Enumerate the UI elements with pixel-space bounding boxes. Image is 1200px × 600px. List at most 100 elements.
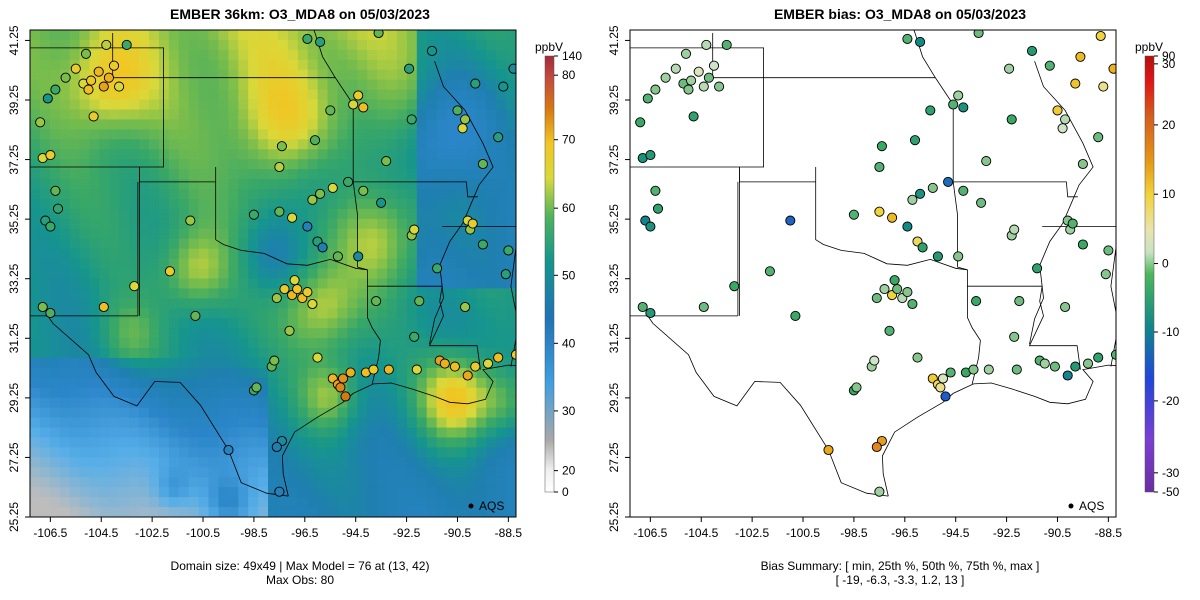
station-marker [693, 66, 704, 77]
grid-cell [79, 497, 91, 508]
grid-cell [456, 377, 468, 389]
grid-cell [297, 228, 309, 240]
grid-cell [297, 417, 309, 429]
grid-cell [59, 198, 71, 210]
grid-cell [426, 427, 438, 439]
grid-cell [119, 189, 130, 200]
grid-cell [79, 487, 91, 498]
grid-cell [367, 218, 378, 230]
station-marker [869, 355, 880, 366]
grid-cell [99, 49, 110, 61]
grid-cell [139, 447, 150, 458]
colorbar-tick-label: 0 [562, 485, 569, 499]
station-marker [1103, 245, 1114, 256]
grid-cell [119, 367, 130, 379]
grid-cell [446, 119, 458, 130]
grid-cell [426, 497, 438, 508]
station-marker [973, 30, 984, 39]
grid-cell [327, 387, 339, 399]
grid-cell [238, 109, 249, 121]
grid-cell [228, 159, 239, 170]
grid-cell [158, 417, 170, 429]
grid-cell [426, 238, 438, 250]
grid-cell [218, 338, 229, 349]
grid-cell [406, 39, 418, 51]
station-marker [981, 156, 992, 167]
grid-cell [248, 308, 259, 319]
grid-cell [89, 228, 101, 240]
grid-cell [49, 298, 61, 309]
grid-cell [248, 357, 259, 369]
grid-cell [406, 189, 418, 200]
grid-cell [109, 318, 120, 329]
grid-cell [119, 437, 130, 449]
grid-cell [297, 198, 309, 210]
grid-cell [327, 437, 339, 449]
grid-cell [149, 447, 160, 458]
grid-cell [178, 447, 190, 458]
grid-cell [119, 407, 130, 419]
grid-cell [416, 328, 428, 339]
grid-cell [268, 179, 279, 190]
grid-cell [406, 348, 418, 359]
grid-cell [39, 278, 51, 290]
grid-cell [168, 367, 180, 379]
grid-cell [218, 367, 229, 379]
grid-cell [287, 169, 299, 180]
grid-cell [59, 377, 71, 389]
grid-cell [268, 109, 279, 121]
grid-cell [446, 367, 458, 379]
grid-cell [297, 497, 309, 508]
grid-cell [59, 218, 71, 230]
grid-cell [79, 258, 91, 270]
grid-cell [158, 238, 170, 250]
grid-cell [456, 169, 468, 180]
grid-cell [188, 338, 200, 349]
grid-cell [168, 298, 180, 309]
grid-cell [347, 149, 358, 160]
grid-cell [406, 89, 418, 101]
grid-cell [99, 308, 110, 319]
grid-cell [139, 407, 150, 419]
grid-cell [69, 89, 81, 101]
grid-cell [89, 338, 101, 349]
grid-cell [456, 367, 468, 379]
grid-cell [287, 507, 299, 517]
station-marker [848, 209, 859, 220]
grid-cell [89, 387, 101, 399]
grid-cell [486, 189, 497, 200]
grid-cell [208, 278, 220, 290]
grid-cell [367, 159, 378, 170]
grid-cell [367, 507, 378, 517]
grid-cell [188, 328, 200, 339]
colorbar-tick-label: 50 [562, 268, 576, 282]
grid-cell [79, 238, 91, 250]
station-marker [274, 206, 285, 217]
grid-cell [406, 278, 418, 290]
grid-cell [307, 149, 319, 160]
station-marker [932, 251, 943, 262]
station-marker [1062, 370, 1073, 381]
station-marker [887, 212, 898, 223]
grid-cell [139, 99, 150, 111]
grid-cell [139, 397, 150, 409]
grid-cell [69, 427, 81, 439]
grid-cell [307, 208, 319, 220]
grid-cell [377, 159, 388, 170]
station-marker [1026, 45, 1038, 56]
grid-cell [307, 278, 319, 290]
grid-cell [486, 397, 497, 409]
grid-cell [109, 447, 120, 458]
grid-cell [30, 228, 41, 240]
grid-cell [367, 109, 378, 121]
grid-cell [496, 149, 507, 160]
grid-cell [287, 397, 299, 409]
grid-cell [387, 457, 398, 468]
station-marker [940, 391, 951, 402]
grid-cell [446, 169, 458, 180]
grid-cell [99, 189, 110, 200]
grid-cell [258, 139, 269, 150]
grid-cell [347, 119, 358, 130]
grid-cell [486, 487, 497, 498]
grid-cell [59, 278, 71, 290]
